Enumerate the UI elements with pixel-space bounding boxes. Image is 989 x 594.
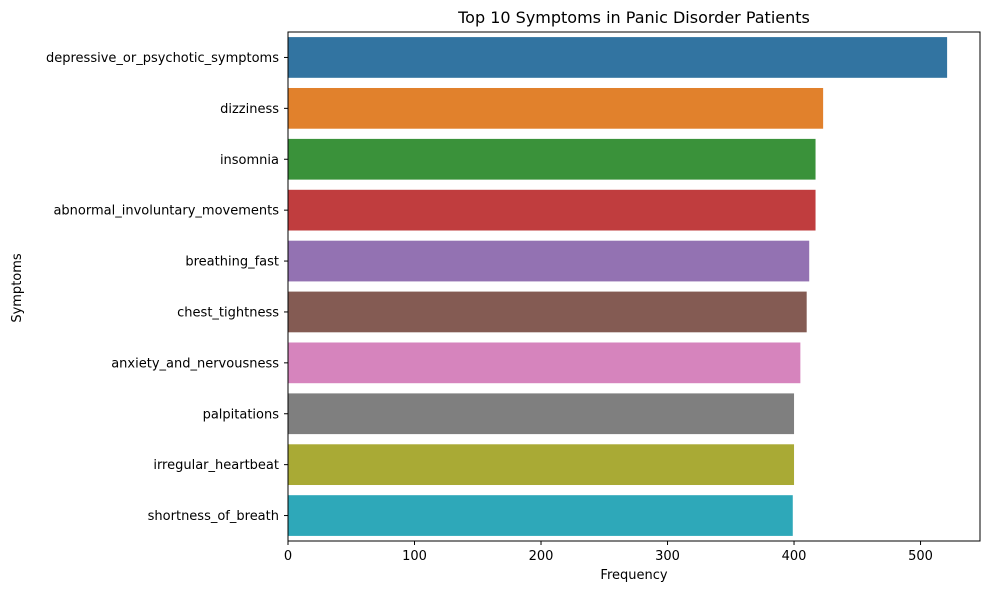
bar-shortness-of-breath bbox=[288, 495, 793, 536]
y-axis-label: Symptoms bbox=[10, 253, 25, 323]
y-tick-label: palpitations bbox=[203, 407, 280, 422]
y-tick-label: insomnia bbox=[220, 153, 279, 168]
x-tick-label: 200 bbox=[529, 549, 554, 564]
bar-chest-tightness bbox=[288, 291, 807, 333]
y-tick-label: depressive_or_psychotic_symptoms bbox=[46, 51, 279, 66]
y-tick-label: abnormal_involuntary_movements bbox=[53, 204, 279, 219]
bar-irregular-heartbeat bbox=[288, 444, 795, 486]
bar-depressive-or-psychotic-symptoms bbox=[288, 37, 948, 78]
x-tick-label: 0 bbox=[284, 549, 292, 564]
x-axis-label: Frequency bbox=[600, 568, 667, 583]
bar-insomnia bbox=[288, 138, 816, 180]
y-axis-ticks: depressive_or_psychotic_symptoms dizzines… bbox=[46, 51, 288, 524]
bar-abnormal-involuntary-movements bbox=[288, 189, 816, 231]
plot-area-border bbox=[287, 31, 981, 542]
x-axis-ticks: 0 100 200 300 400 500 bbox=[284, 541, 933, 564]
x-tick-label: 500 bbox=[908, 549, 933, 564]
y-tick-label: irregular_heartbeat bbox=[153, 458, 279, 473]
y-tick-label: anxiety_and_nervousness bbox=[111, 356, 279, 371]
x-tick-label: 300 bbox=[655, 549, 680, 564]
bar-palpitations bbox=[288, 393, 795, 435]
y-tick-label: chest_tightness bbox=[177, 305, 279, 320]
bars-layer bbox=[288, 37, 948, 536]
chart-title: Top 10 Symptoms in Panic Disorder Patien… bbox=[457, 8, 810, 27]
bar-dizziness bbox=[288, 87, 824, 129]
bar-breathing-fast bbox=[288, 240, 810, 282]
x-tick-label: 400 bbox=[782, 549, 807, 564]
plot-frame bbox=[287, 31, 981, 542]
y-tick-label: shortness_of_breath bbox=[148, 509, 279, 524]
x-tick-label: 100 bbox=[402, 549, 427, 564]
y-tick-label: breathing_fast bbox=[185, 255, 279, 270]
bar-anxiety-and-nervousness bbox=[288, 342, 801, 384]
y-tick-label: dizziness bbox=[220, 102, 279, 117]
